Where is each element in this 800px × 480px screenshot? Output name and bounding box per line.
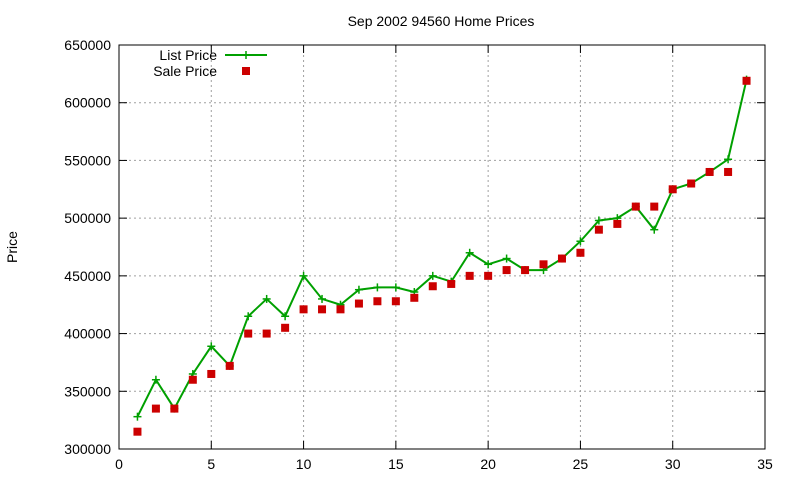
sale-price-point xyxy=(502,266,511,275)
list-price-point xyxy=(465,248,474,257)
y-tick-label: 300000 xyxy=(64,441,111,457)
list-price-point xyxy=(281,312,290,321)
sale-price-point xyxy=(281,323,290,332)
sale-price-point xyxy=(631,202,640,211)
sale-price-point xyxy=(521,266,530,275)
sale-price-point xyxy=(133,427,142,436)
sale-price-point xyxy=(613,219,622,228)
x-tick-label: 10 xyxy=(296,456,312,472)
chart-title: Sep 2002 94560 Home Prices xyxy=(348,13,535,29)
sale-price-point xyxy=(557,254,566,263)
sale-price-point xyxy=(225,361,234,370)
sale-price-point xyxy=(336,305,345,314)
sale-price-point xyxy=(484,271,493,280)
list-price-point xyxy=(576,237,585,246)
list-price-point xyxy=(484,260,493,269)
legend-marker-sale-price xyxy=(242,67,250,75)
sale-price-point xyxy=(410,293,419,302)
list-price-point xyxy=(594,216,603,225)
sale-price-point xyxy=(318,305,327,314)
legend-label-sale-price: Sale Price xyxy=(153,63,217,79)
list-price-point xyxy=(262,294,271,303)
series xyxy=(133,75,751,436)
sale-price-point xyxy=(705,167,714,176)
y-tick-label: 450000 xyxy=(64,268,111,284)
grid xyxy=(119,45,765,449)
sale-price-point xyxy=(742,76,751,85)
list-price-point xyxy=(428,271,437,280)
x-tick-label: 15 xyxy=(388,456,404,472)
sale-price-point xyxy=(447,279,456,288)
sale-price-point xyxy=(724,167,733,176)
sale-price-point xyxy=(539,260,548,269)
sale-price-point xyxy=(151,404,160,413)
y-tick-label: 400000 xyxy=(64,326,111,342)
y-tick-label: 550000 xyxy=(64,152,111,168)
x-tick-label: 0 xyxy=(115,456,123,472)
sale-price-point xyxy=(244,329,253,338)
list-price-line xyxy=(136,79,748,418)
x-tick-label: 35 xyxy=(757,456,773,472)
legend-marker-list-price xyxy=(242,51,250,59)
sale-price-point xyxy=(576,248,585,257)
sale-price-point xyxy=(687,179,696,188)
y-tick-label: 650000 xyxy=(64,37,111,53)
sale-price-series xyxy=(133,76,751,436)
sale-price-point xyxy=(428,282,437,291)
sale-price-point xyxy=(299,305,308,314)
list-price-point xyxy=(354,285,363,294)
sale-price-point xyxy=(465,271,474,280)
sale-price-point xyxy=(391,297,400,306)
list-price-point xyxy=(244,312,253,321)
list-price-point xyxy=(299,271,308,280)
sale-price-point xyxy=(188,375,197,384)
sale-price-point xyxy=(373,297,382,306)
list-price-point xyxy=(207,342,216,351)
x-tick-label: 20 xyxy=(480,456,496,472)
y-axis-label: Price xyxy=(4,231,20,263)
y-tick-label: 600000 xyxy=(64,95,111,111)
y-tick-label: 350000 xyxy=(64,383,111,399)
sale-price-point xyxy=(262,329,271,338)
list-price-point xyxy=(373,283,382,292)
sale-price-point xyxy=(650,202,659,211)
legend-label-list-price: List Price xyxy=(159,47,217,63)
x-tick-label: 25 xyxy=(573,456,589,472)
axes: 0 5 10 15 20 25 30 35 300000 350000 400000 450000 50… xyxy=(64,37,773,472)
x-tick-label: 30 xyxy=(665,456,681,472)
y-tick-label: 500000 xyxy=(64,210,111,226)
sale-price-point xyxy=(354,299,363,308)
list-price-point xyxy=(151,375,160,384)
sale-price-point xyxy=(668,185,677,194)
plot-border xyxy=(118,44,766,450)
list-price-point xyxy=(502,254,511,263)
list-price-point xyxy=(133,412,142,421)
list-price-point xyxy=(318,294,327,303)
list-price-point xyxy=(650,225,659,234)
list-price-point xyxy=(391,283,400,292)
sale-price-point xyxy=(170,404,179,413)
sale-price-point xyxy=(207,369,216,378)
list-price-point xyxy=(724,155,733,164)
sale-price-point xyxy=(594,225,603,234)
x-tick-label: 5 xyxy=(207,456,215,472)
